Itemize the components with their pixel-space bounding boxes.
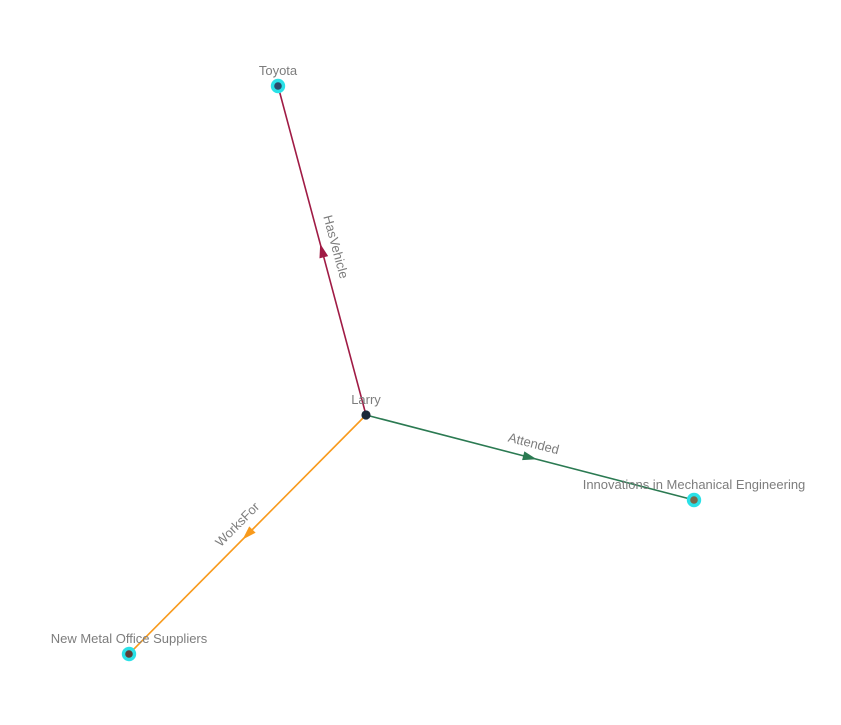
- node-label: Toyota: [259, 63, 298, 78]
- node-suppliers[interactable]: New Metal Office Suppliers: [51, 631, 208, 662]
- node-toyota[interactable]: Toyota: [259, 63, 298, 94]
- node-dot[interactable]: [274, 82, 282, 90]
- node-dot[interactable]: [361, 410, 371, 420]
- node-label: Innovations in Mechanical Engineering: [583, 477, 806, 492]
- node-label: New Metal Office Suppliers: [51, 631, 208, 646]
- edge-arrowhead-icon: [319, 243, 329, 259]
- edge-arrowhead-icon: [242, 526, 256, 540]
- node-innovations[interactable]: Innovations in Mechanical Engineering: [583, 477, 806, 508]
- node-dot[interactable]: [690, 496, 698, 504]
- edge-label: WorksFor: [212, 499, 263, 550]
- edge-arrowhead-icon: [522, 451, 537, 461]
- edge-label: HasVehicle: [320, 213, 351, 280]
- edge-worksfor[interactable]: WorksFor: [128, 414, 367, 655]
- node-label: Larry: [351, 392, 381, 407]
- edge-hasvehicle[interactable]: HasVehicle: [277, 85, 367, 416]
- node-larry[interactable]: Larry: [351, 392, 381, 420]
- node-dot[interactable]: [125, 650, 133, 658]
